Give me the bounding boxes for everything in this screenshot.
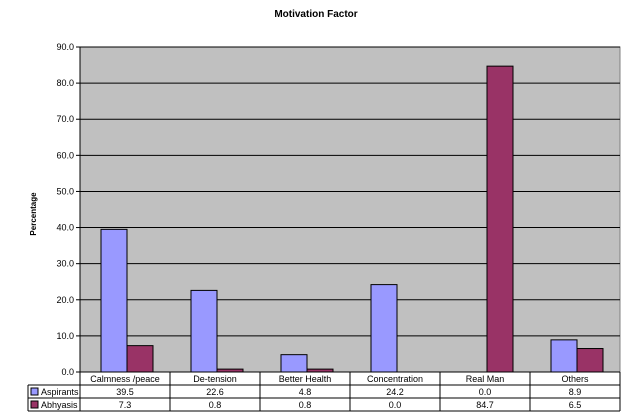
chart-title: Motivation Factor (274, 9, 357, 20)
category-label: Concentration (367, 374, 423, 384)
y-tick-label: 10.0 (56, 331, 74, 341)
y-axis-ticks: 0.0 10.0 20.0 30.0 40.0 50.0 60.0 70.0 80.0 90.0 (56, 42, 81, 377)
data-label: 39.5 (116, 387, 134, 397)
legend-swatch-aspirants (30, 387, 39, 396)
category-label: Real Man (466, 374, 505, 384)
y-tick-label: 20.0 (56, 295, 74, 305)
y-tick-label: 50.0 (56, 186, 74, 196)
bar-aspirants-2 (280, 354, 308, 373)
data-table: Calmness /peace De-tension Better Health Co… (27, 371, 621, 412)
category-label: Others (561, 374, 589, 384)
bar-abhyasis-0 (126, 345, 154, 373)
y-tick-label: 60.0 (56, 150, 74, 160)
legend-swatch-abhyasis (30, 400, 39, 409)
bar-abhyasis-5 (576, 348, 604, 373)
y-tick-label: 40.0 (56, 223, 74, 233)
y-tick-label: 80.0 (56, 78, 74, 88)
data-label: 84.7 (476, 400, 494, 410)
data-label: 6.5 (569, 400, 582, 410)
data-label: 24.2 (386, 387, 404, 397)
data-label: 0.8 (299, 400, 312, 410)
data-label: 0.8 (209, 400, 222, 410)
data-label: 22.6 (206, 387, 224, 397)
data-label: 0.0 (479, 387, 492, 397)
category-label: Better Health (279, 374, 332, 384)
y-tick-label: 0.0 (61, 367, 74, 377)
y-axis-label: Percentage (29, 192, 38, 236)
gridlines (80, 46, 620, 337)
bar-aspirants-3 (370, 284, 398, 373)
data-label: 8.9 (569, 387, 582, 397)
category-label: De-tension (193, 374, 237, 384)
data-label: 7.3 (119, 400, 132, 410)
y-tick-label: 90.0 (56, 42, 74, 52)
category-label: Calmness /peace (90, 374, 160, 384)
y-tick-label: 70.0 (56, 114, 74, 124)
bar-abhyasis-4 (486, 65, 514, 373)
bar-aspirants-5 (550, 339, 578, 373)
plot-area (79, 46, 621, 373)
y-tick-label: 30.0 (56, 259, 74, 269)
data-label: 4.8 (299, 387, 312, 397)
data-label: 0.0 (389, 400, 402, 410)
legend-label: Abhyasis (41, 400, 78, 410)
bar-aspirants-0 (100, 228, 128, 373)
bars (100, 65, 604, 373)
bar-aspirants-1 (190, 289, 218, 373)
legend-label: Aspirants (41, 387, 79, 397)
